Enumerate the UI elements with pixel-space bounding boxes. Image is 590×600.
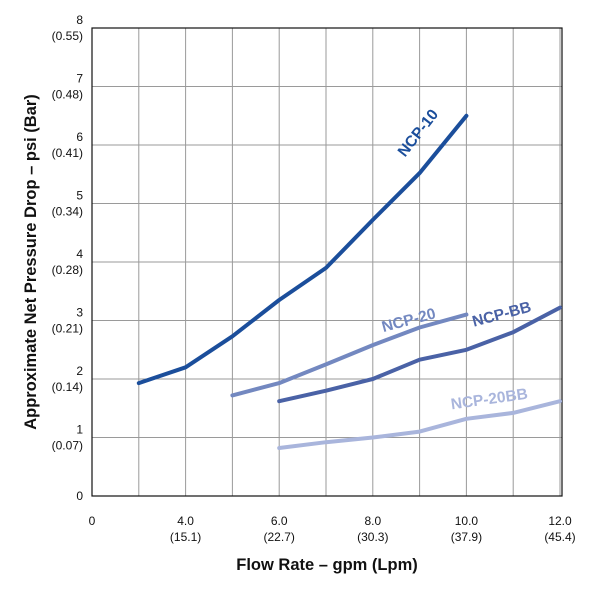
- x-tick-label: 0: [89, 514, 96, 528]
- x-tick-sublabel: (22.7): [264, 530, 295, 544]
- x-tick-label: 4.0: [177, 514, 194, 528]
- series-lines: [136, 113, 562, 450]
- y-tick-sublabel: (0.48): [52, 88, 83, 102]
- y-tick-sublabel: (0.07): [52, 439, 83, 453]
- y-tick-label: 0: [76, 489, 83, 503]
- y-tick-label: 6: [76, 130, 83, 144]
- grid: [91, 27, 562, 497]
- y-axis-title: Approximate Net Pressure Drop – psi (Bar…: [22, 94, 40, 430]
- x-tick-label: 8.0: [364, 514, 381, 528]
- y-tick-label: 5: [76, 189, 83, 203]
- x-tick-sublabel: (15.1): [170, 530, 201, 544]
- x-tick-sublabel: (37.9): [451, 530, 482, 544]
- y-tick-label: 1: [76, 423, 83, 437]
- y-tick-label: 2: [76, 364, 83, 378]
- x-tick-labels: 0 4.0 (15.1) 6.0 (22.7) 8.0 (30.3) 10.0 (37.9) 12…: [89, 514, 576, 544]
- series-line-ncp-20: [230, 312, 469, 398]
- x-tick-sublabel: (45.4): [544, 530, 575, 544]
- y-tick-sublabel: (0.41): [52, 146, 83, 160]
- x-axis-title: Flow Rate – gpm (Lpm): [236, 556, 418, 574]
- series-line-ncp-10: [136, 113, 469, 386]
- y-tick-labels: 0 1 (0.07) 2 (0.14) 3 (0.21) 4 (0.28) 5 (0.34) 6 (0.…: [52, 13, 84, 503]
- y-tick-label: 7: [76, 72, 83, 86]
- y-tick-label: 4: [76, 247, 83, 261]
- x-tick-label: 12.0: [548, 514, 572, 528]
- series-line-ncp-bb: [277, 305, 562, 404]
- x-tick-label: 10.0: [455, 514, 479, 528]
- series-line-ncp-20bb: [277, 399, 562, 450]
- y-tick-sublabel: (0.28): [52, 263, 83, 277]
- y-tick-sublabel: (0.21): [52, 322, 83, 336]
- series-label-ncp-20bb: NCP-20BB: [450, 386, 529, 414]
- x-tick-sublabel: (30.3): [357, 530, 388, 544]
- plot-frame: [91, 27, 563, 497]
- y-tick-sublabel: (0.14): [52, 380, 83, 394]
- y-tick-sublabel: (0.55): [52, 29, 83, 43]
- x-tick-label: 6.0: [271, 514, 288, 528]
- y-tick-label: 8: [76, 13, 83, 27]
- y-tick-sublabel: (0.34): [52, 205, 83, 219]
- y-tick-label: 3: [76, 306, 83, 320]
